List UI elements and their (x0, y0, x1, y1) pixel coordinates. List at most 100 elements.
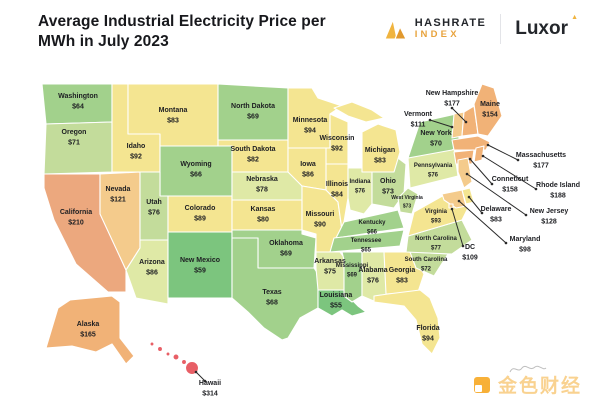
callout-dot (504, 241, 508, 245)
state-name-AZ: Arizona (139, 259, 165, 266)
callout-line-new-hampshire (451, 107, 467, 123)
state-name-AK: Alaska (77, 321, 100, 328)
state-label-MA: Massachusetts $177 (516, 152, 566, 170)
state-name-IA: Iowa (300, 161, 316, 168)
state-name-ID: Idaho (127, 143, 146, 150)
state-labels: Washington $64 Oregon $71 California $210 Neva… (58, 90, 580, 398)
state-north-dakota (217, 83, 289, 141)
state-label-LA: Louisiana $55 (320, 292, 353, 310)
state-label-WV: West Virginia $73 (391, 195, 423, 210)
state-name-OH: Ohio (380, 178, 396, 185)
jinse-finance-watermark: 金色财经 (473, 371, 582, 398)
state-label-IN: Indiana $76 (349, 179, 371, 195)
state-name-NC: North Carolina (415, 236, 457, 242)
state-new-mexico (167, 231, 233, 299)
state-label-GA: Georgia $83 (389, 267, 416, 285)
index-text: INDEX (414, 29, 460, 40)
state-label-DC: DC $109 (462, 244, 478, 262)
brand-divider (500, 14, 502, 44)
state-maine (473, 83, 503, 137)
state-price-NY: $70 (430, 141, 442, 148)
state-label-KS: Kansas $80 (251, 206, 276, 224)
state-price-ME: $154 (482, 112, 498, 119)
callout-lines (194, 106, 538, 383)
state-price-DC: $109 (462, 255, 478, 262)
state-name-WA: Washington (58, 93, 98, 100)
state-label-NE: Nebraska $78 (246, 176, 278, 194)
state-price-CA: $210 (68, 220, 84, 227)
state-name-MI: Michigan (365, 147, 395, 154)
state-label-MS: Mississippi $69 (336, 263, 369, 279)
state-label-CT: Conneticut $158 (492, 176, 529, 194)
state-label-UT: Utah $76 (146, 199, 162, 217)
state-name-MN: Minnesota (293, 117, 328, 124)
state-price-AK: $165 (80, 332, 96, 339)
state-name-LA: Louisiana (320, 292, 353, 299)
callout-line-rhode-island (482, 155, 537, 190)
state-price-HI: $314 (202, 391, 218, 398)
state-name-NJ: New Jersey (530, 208, 569, 215)
state-price-ID: $92 (130, 154, 142, 161)
state-name-CA: California (60, 209, 92, 216)
state-price-MD: $98 (519, 247, 531, 254)
state-name-ME: Maine (480, 101, 500, 108)
state-price-MO: $90 (314, 222, 326, 229)
state-name-GA: Georgia (389, 267, 416, 274)
callout-line-dc (451, 208, 464, 247)
state-name-IL: Illinois (326, 181, 348, 188)
state-price-OR: $71 (68, 140, 80, 147)
state-price-NJ: $128 (541, 219, 557, 226)
callout-dot (203, 379, 207, 383)
callout-dot (467, 195, 471, 199)
state-label-ME: Maine $154 (480, 101, 500, 119)
state-label-NJ: New Jersey $128 (530, 208, 569, 226)
brand-logos: HASHRATE INDEX Luxor ▲ (384, 14, 578, 44)
state-label-WI: Wisconsin $92 (320, 135, 355, 153)
state-price-OK: $69 (280, 251, 292, 258)
state-name-NV: Nevada (106, 186, 131, 193)
callout-line-maryland (458, 200, 507, 244)
callout-line-hawaii (195, 371, 206, 382)
callout-dot (465, 172, 469, 176)
state-price-VA: $93 (431, 219, 442, 225)
state-price-NC: $77 (431, 246, 442, 252)
state-price-NE: $78 (256, 187, 268, 194)
state-name-KS: Kansas (251, 206, 276, 213)
state-price-MN: $94 (304, 128, 316, 135)
state-price-CO: $89 (194, 216, 206, 223)
state-price-IL: $84 (331, 192, 343, 199)
state-label-ID: Idaho $92 (127, 143, 146, 161)
state-name-FL: Florida (416, 325, 439, 332)
state-label-SC: South Carolina $72 (405, 257, 448, 273)
luxor-logo: Luxor ▲ (515, 14, 578, 40)
state-name-TN: Tennessee (351, 238, 382, 244)
state-label-FL: Florida $94 (416, 325, 439, 343)
state-label-OR: Oregon $71 (62, 129, 87, 147)
state-label-NH: New Hampshire $177 (426, 90, 479, 108)
hashrate-index-logo: HASHRATE INDEX (384, 17, 487, 41)
state-colorado (167, 195, 233, 233)
state-price-IN: $76 (355, 189, 366, 195)
state-name-WV: West Virginia (391, 195, 423, 201)
callout-dot (481, 154, 485, 158)
callout-dot (534, 187, 538, 191)
callout-dot (516, 158, 520, 162)
callout-dot (450, 125, 454, 129)
callout-dot (480, 211, 484, 215)
callout-dot (486, 143, 490, 147)
state-name-RI: Rhode Island (536, 182, 580, 189)
hashrate-index-wordmark: HASHRATE INDEX (415, 17, 487, 41)
state-label-IL: Illinois $84 (326, 181, 348, 199)
state-name-NH: New Hampshire (426, 90, 479, 97)
state-florida (373, 289, 441, 355)
state-price-MA: $177 (533, 163, 549, 170)
state-label-PA: Pennsylvania $76 (414, 163, 453, 179)
state-name-KY: Kentucky (358, 220, 386, 226)
state-name-SC: South Carolina (405, 257, 448, 263)
callout-dot (450, 207, 454, 211)
state-label-SD: South Dakota $82 (230, 146, 275, 164)
state-name-WI: Wisconsin (320, 135, 355, 142)
state-label-CO: Colorado $89 (185, 205, 216, 223)
title-line-1: Average Industrial Electricity Price per (38, 13, 326, 30)
state-name-WY: Wyoming (180, 161, 211, 168)
